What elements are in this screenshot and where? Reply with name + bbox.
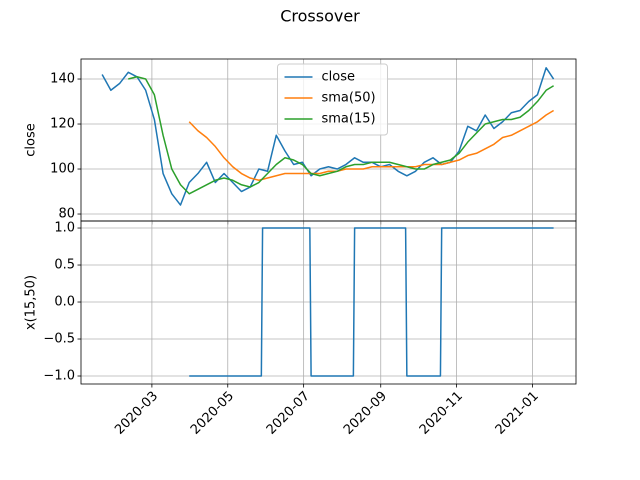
y-tick-label: 100 — [50, 162, 75, 177]
y-tick-label: 140 — [50, 72, 75, 87]
y-axis-label: close — [24, 123, 39, 156]
figure-title: Crossover — [280, 7, 360, 26]
legend-label: sma(50) — [322, 91, 376, 106]
y-tick-label: 120 — [50, 117, 75, 132]
axes-frame — [80, 220, 577, 385]
y-axis-label: x(15,50) — [24, 275, 39, 330]
y-tick-label: 0.5 — [54, 258, 75, 273]
y-tick-label: 1.0 — [54, 221, 75, 236]
y-tick-label: −1.0 — [43, 369, 75, 384]
series-line — [128, 76, 554, 195]
y-tick-label: 80 — [58, 207, 75, 222]
series-line — [101, 67, 555, 206]
y-tick-label: −0.5 — [43, 332, 75, 347]
series-line — [188, 109, 554, 182]
series-line — [189, 227, 554, 377]
legend-label: sma(15) — [322, 112, 376, 127]
legend-label: close — [322, 70, 355, 85]
legend-box — [277, 63, 388, 136]
y-tick-label: 0.0 — [54, 295, 75, 310]
